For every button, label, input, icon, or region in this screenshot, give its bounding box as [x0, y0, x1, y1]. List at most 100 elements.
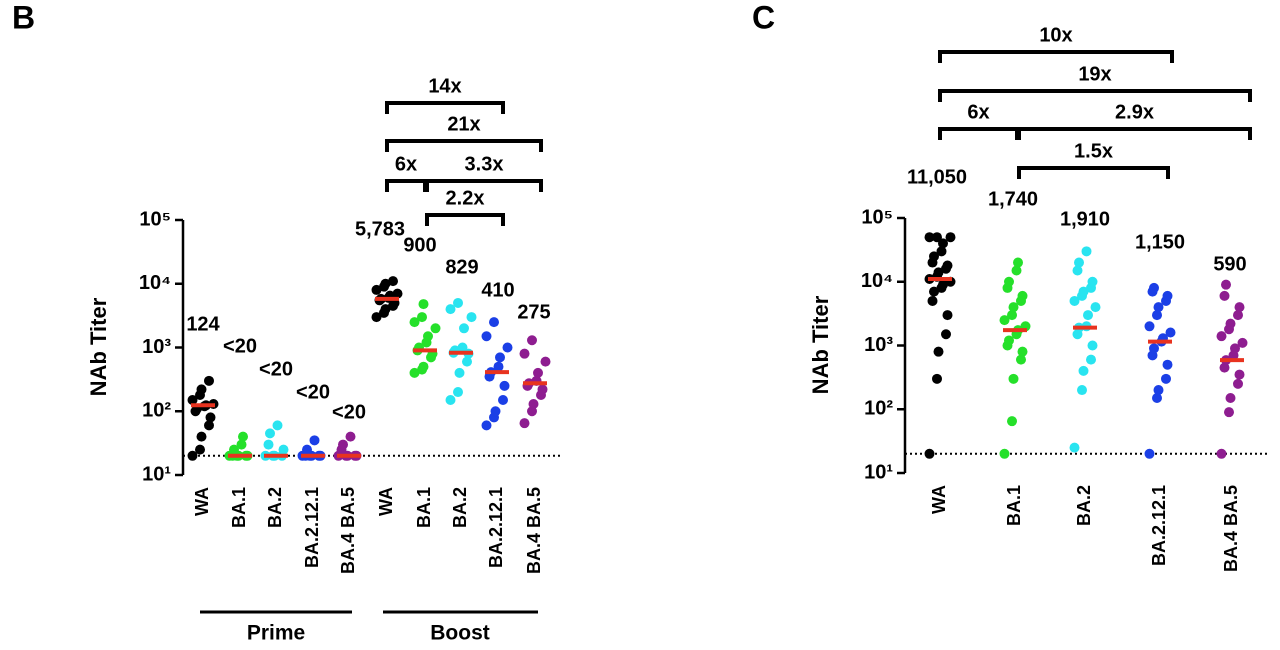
group-label: Prime — [247, 622, 305, 645]
y-tick-label: 10⁵ — [861, 206, 893, 228]
x-tick-label: BA.4 BA.5 — [1221, 485, 1241, 572]
median-label: 1,150 — [1135, 231, 1185, 253]
data-point — [1162, 290, 1173, 301]
data-point — [1011, 265, 1022, 276]
data-point — [236, 439, 247, 450]
comparison-bracket — [385, 101, 505, 114]
data-point — [1087, 340, 1098, 351]
x-tick-label: BA.2 — [265, 487, 285, 528]
data-point — [942, 310, 953, 321]
data-point — [938, 279, 948, 290]
data-point — [418, 361, 429, 372]
data-point — [481, 420, 492, 431]
data-point — [1224, 407, 1234, 418]
y-tick-label: 10⁴ — [861, 270, 893, 292]
data-point — [1149, 343, 1159, 354]
data-point — [204, 375, 214, 386]
data-point — [490, 406, 501, 417]
comparison-label: 21x — [447, 113, 480, 135]
data-point — [1153, 385, 1164, 396]
median-label: 1,740 — [988, 188, 1038, 210]
y-tick-label: 10² — [864, 398, 893, 420]
y-tick-label: 10⁴ — [139, 272, 171, 294]
data-point — [309, 435, 320, 446]
data-point — [1233, 310, 1243, 321]
group-label: Boost — [430, 622, 490, 645]
data-point — [263, 439, 274, 450]
data-point — [272, 420, 283, 431]
x-tick-label: WA — [192, 487, 212, 516]
median-label: 900 — [403, 234, 436, 256]
comparison-bracket — [425, 213, 505, 226]
data-point — [1004, 276, 1014, 287]
data-point — [1007, 416, 1017, 427]
data-point — [1149, 282, 1159, 293]
data-point — [1081, 246, 1092, 257]
data-point — [417, 312, 427, 323]
data-point — [489, 317, 499, 328]
comparison-label: 19x — [1078, 63, 1111, 85]
median-label: 410 — [481, 279, 514, 301]
data-point — [409, 317, 420, 328]
data-point — [1161, 373, 1171, 384]
data-point — [1234, 369, 1245, 380]
data-point — [1219, 362, 1230, 373]
data-point — [1144, 321, 1155, 332]
data-point — [1216, 331, 1227, 342]
data-point — [924, 448, 935, 459]
y-tick-label: 10¹ — [864, 461, 893, 483]
y-axis-title: NAb Titer — [808, 295, 833, 394]
comparison-label: 2.2x — [446, 187, 485, 209]
data-point — [229, 444, 239, 455]
data-point — [1013, 257, 1023, 268]
data-point — [238, 431, 248, 442]
median-label: 590 — [1213, 253, 1246, 275]
data-point — [302, 444, 312, 455]
median-label: 124 — [186, 313, 220, 335]
median-label: <20 — [223, 335, 257, 357]
median-label: 5,783 — [355, 218, 405, 240]
x-tick-label: BA.1 — [1004, 485, 1024, 526]
data-point — [499, 380, 510, 391]
data-point — [1165, 327, 1176, 338]
x-tick-label: BA.1 — [414, 487, 434, 528]
data-point — [924, 232, 935, 243]
median-label: 829 — [445, 256, 478, 278]
data-point — [1078, 286, 1089, 297]
data-point — [1017, 290, 1028, 301]
data-point — [187, 395, 198, 406]
data-point — [1017, 346, 1028, 357]
data-point — [453, 297, 463, 308]
data-point — [454, 367, 465, 378]
data-point — [1153, 302, 1164, 313]
data-point — [932, 232, 942, 243]
data-point — [187, 450, 198, 461]
data-point — [1162, 359, 1173, 370]
data-point — [338, 439, 348, 450]
data-point — [1219, 290, 1230, 301]
y-tick-label: 10³ — [142, 336, 171, 358]
y-tick-label: 10⁵ — [139, 208, 171, 230]
data-point — [999, 315, 1010, 326]
data-point — [941, 329, 951, 340]
data-point — [1077, 385, 1087, 396]
panel-label: B — [12, 0, 35, 35]
data-point — [493, 361, 504, 372]
data-point — [1078, 365, 1089, 376]
x-tick-label: BA.2.12.1 — [1149, 485, 1169, 566]
comparison-label: 3.3x — [465, 153, 504, 175]
median-label: <20 — [332, 401, 366, 423]
data-point — [933, 267, 944, 278]
x-tick-label: WA — [376, 487, 396, 516]
data-point — [445, 395, 456, 406]
data-point — [527, 335, 537, 346]
comparison-bracket — [938, 127, 1019, 140]
data-point — [1007, 310, 1017, 321]
median-label: 275 — [517, 301, 550, 323]
data-point — [1069, 442, 1080, 453]
y-tick-label: 10³ — [864, 334, 893, 356]
data-point — [1069, 295, 1080, 306]
data-point — [371, 312, 382, 323]
comparison-bracket — [385, 179, 427, 192]
x-tick-label: BA.2.12.1 — [486, 487, 506, 568]
